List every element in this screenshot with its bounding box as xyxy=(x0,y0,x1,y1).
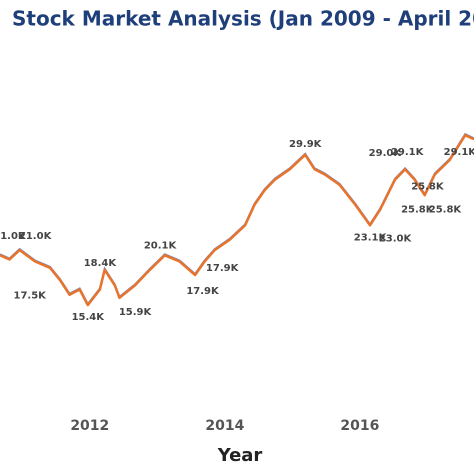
data-label: 29.9K xyxy=(289,139,323,150)
line-shadow xyxy=(0,132,474,306)
data-label: 25.8K xyxy=(411,181,445,192)
data-label: 23.1K xyxy=(354,232,388,243)
data-label: 21.0K xyxy=(0,231,27,242)
line xyxy=(0,133,474,307)
data-label: 21.0K xyxy=(19,231,53,242)
x-tick-label: 2016 xyxy=(340,418,379,434)
data-label: 17.9K xyxy=(206,263,240,274)
data-label: 15.9K xyxy=(119,307,153,318)
data-label: 29.0K xyxy=(369,148,403,159)
chart-title: Stock Market Analysis (Jan 2009 - April … xyxy=(12,7,474,31)
data-label: 29.1K xyxy=(391,147,425,158)
x-tick-label: 2014 xyxy=(205,418,244,434)
x-tick-label: 2012 xyxy=(70,418,109,434)
data-label: 17.9K xyxy=(186,286,220,297)
data-label: 29.1K xyxy=(444,147,474,158)
data-label: 18.4K xyxy=(84,258,118,269)
data-label: 15.4K xyxy=(72,312,106,323)
data-label: 17.5K xyxy=(13,290,47,301)
x-axis-label: Year xyxy=(217,445,263,466)
data-label: 25.8K xyxy=(429,204,463,215)
data-label: 25.8K xyxy=(401,204,435,215)
data-label: 23.0K xyxy=(379,233,413,244)
data-label: 20.1K xyxy=(144,240,178,251)
